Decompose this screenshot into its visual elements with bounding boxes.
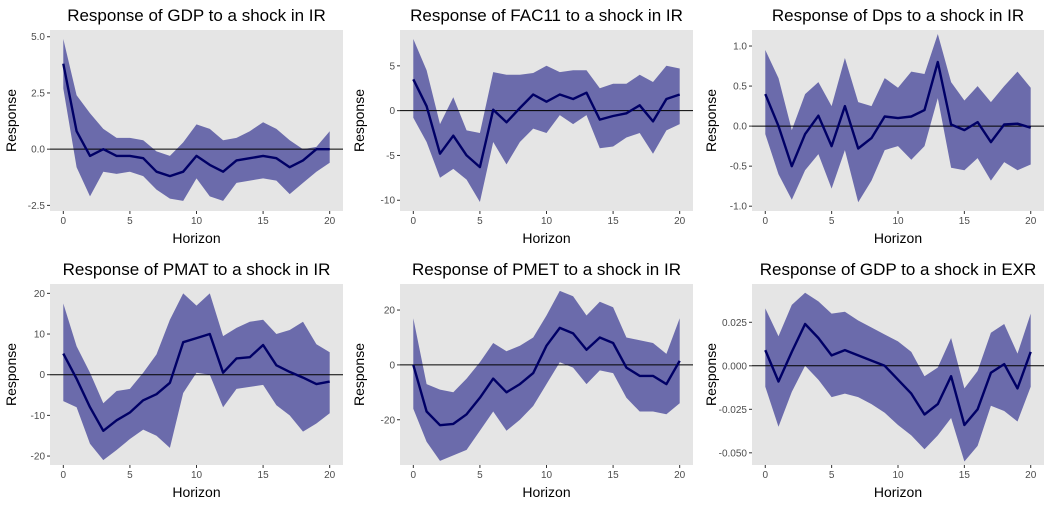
y-tick-label: 2.5 bbox=[31, 88, 45, 99]
chart-title: Response of FAC11 to a shock in IR bbox=[410, 6, 683, 25]
chart-title: Response of GDP to a shock in IR bbox=[67, 6, 326, 25]
chart-panel: 0 5 10 15 20 -10 -5 0 5 Response of FAC11 to a sh… bbox=[351, 6, 693, 246]
confidence-band bbox=[413, 39, 680, 202]
chart-title: Response of PMET to a shock in IR bbox=[412, 260, 681, 279]
x-tick-label: 5 bbox=[477, 470, 483, 481]
y-tick-label: 0.0 bbox=[31, 145, 45, 156]
y-axis-label: Response bbox=[3, 343, 19, 406]
x-tick-label: 20 bbox=[324, 470, 336, 481]
y-tick-label: -0.5 bbox=[730, 162, 748, 173]
x-axis-label: Horizon bbox=[172, 230, 220, 246]
confidence-band bbox=[63, 293, 330, 461]
y-tick-label: 0 bbox=[389, 360, 395, 371]
y-tick-label: -20 bbox=[31, 452, 46, 463]
y-tick-label: -0.050 bbox=[719, 448, 748, 459]
x-tick-label: 15 bbox=[258, 470, 270, 481]
x-tick-label: 10 bbox=[892, 470, 904, 481]
x-tick-label: 20 bbox=[674, 216, 686, 227]
y-tick-label: 1.0 bbox=[733, 42, 747, 53]
y-tick-label: 0.000 bbox=[722, 361, 747, 372]
chart-panel: 0 5 10 15 20 -0.050 -0.025 0.000 0.025 Response o… bbox=[703, 260, 1044, 500]
x-tick-label: 10 bbox=[892, 216, 904, 227]
x-tick-label: 20 bbox=[324, 216, 336, 227]
x-tick-label: 10 bbox=[541, 470, 553, 481]
y-axis-label: Response bbox=[703, 343, 719, 406]
confidence-band bbox=[413, 290, 680, 461]
chart-panel: 0 5 10 15 20 -20 -10 0 10 20 Response of PMAT to a… bbox=[3, 260, 343, 500]
chart-panel: 0 5 10 15 20 -20 0 20 Response of PMET to a shoc… bbox=[351, 260, 693, 500]
response-line bbox=[412, 326, 681, 427]
chart-title: Response of Dps to a shock in IR bbox=[772, 6, 1024, 25]
y-tick-label: 0.0 bbox=[733, 122, 747, 133]
y-tick-label: 20 bbox=[384, 306, 396, 317]
x-tick-label: 10 bbox=[541, 216, 553, 227]
x-tick-label: 15 bbox=[608, 216, 620, 227]
x-tick-label: 5 bbox=[829, 216, 835, 227]
y-axis-label: Response bbox=[351, 343, 367, 406]
y-tick-label: 0.5 bbox=[733, 82, 747, 93]
x-tick-label: 0 bbox=[762, 470, 768, 481]
chart-title: Response of PMAT to a shock in IR bbox=[63, 260, 331, 279]
confidence-band bbox=[765, 292, 1031, 462]
x-axis-label: Horizon bbox=[522, 230, 570, 246]
y-axis-label: Response bbox=[703, 89, 719, 152]
y-tick-label: 5.0 bbox=[31, 32, 45, 43]
y-tick-label: -1.0 bbox=[730, 202, 748, 213]
x-tick-label: 5 bbox=[127, 470, 133, 481]
x-tick-label: 15 bbox=[959, 470, 971, 481]
x-axis-label: Horizon bbox=[874, 484, 922, 500]
response-line bbox=[412, 78, 681, 169]
x-tick-label: 5 bbox=[477, 216, 483, 227]
y-axis-label: Response bbox=[351, 89, 367, 152]
x-tick-label: 15 bbox=[608, 470, 620, 481]
x-tick-label: 20 bbox=[1025, 470, 1037, 481]
x-tick-label: 15 bbox=[258, 216, 270, 227]
y-tick-label: 5 bbox=[389, 61, 395, 72]
x-axis-label: Horizon bbox=[522, 484, 570, 500]
y-tick-label: 20 bbox=[34, 289, 46, 300]
chart-panel: 0 5 10 15 20 -2.5 0.0 2.5 5.0 Response of GDP to … bbox=[3, 6, 343, 246]
x-tick-label: 0 bbox=[411, 470, 417, 481]
x-tick-label: 0 bbox=[61, 216, 67, 227]
x-axis-label: Horizon bbox=[172, 484, 220, 500]
y-tick-label: -5 bbox=[386, 151, 395, 162]
y-tick-label: 10 bbox=[34, 330, 46, 341]
x-tick-label: 0 bbox=[762, 216, 768, 227]
x-tick-label: 5 bbox=[127, 216, 133, 227]
x-tick-label: 5 bbox=[829, 470, 835, 481]
chart-panel: 0 5 10 15 20 -1.0 -0.5 0.0 0.5 1.0 Response of Dps… bbox=[703, 6, 1044, 246]
x-tick-label: 10 bbox=[191, 216, 203, 227]
y-axis-label: Response bbox=[3, 89, 19, 152]
chart-title: Response of GDP to a shock in EXR bbox=[760, 260, 1037, 279]
y-tick-label: 0 bbox=[39, 370, 45, 381]
y-tick-label: -0.025 bbox=[719, 405, 748, 416]
x-tick-label: 10 bbox=[191, 470, 203, 481]
y-tick-label: -10 bbox=[31, 411, 46, 422]
y-tick-label: 0 bbox=[389, 106, 395, 117]
response-line bbox=[62, 63, 330, 178]
y-tick-label: 0.025 bbox=[722, 318, 747, 329]
x-axis-label: Horizon bbox=[874, 230, 922, 246]
y-tick-label: -10 bbox=[381, 196, 396, 207]
x-tick-label: 20 bbox=[674, 470, 686, 481]
x-tick-label: 15 bbox=[959, 216, 971, 227]
x-tick-label: 0 bbox=[411, 216, 417, 227]
x-tick-label: 0 bbox=[61, 470, 67, 481]
confidence-band bbox=[63, 39, 330, 201]
x-tick-label: 20 bbox=[1025, 216, 1037, 227]
response-line bbox=[764, 60, 1032, 168]
response-line bbox=[62, 332, 330, 432]
y-tick-label: -2.5 bbox=[28, 201, 46, 212]
y-tick-label: -20 bbox=[381, 415, 396, 426]
response-line bbox=[764, 322, 1032, 427]
